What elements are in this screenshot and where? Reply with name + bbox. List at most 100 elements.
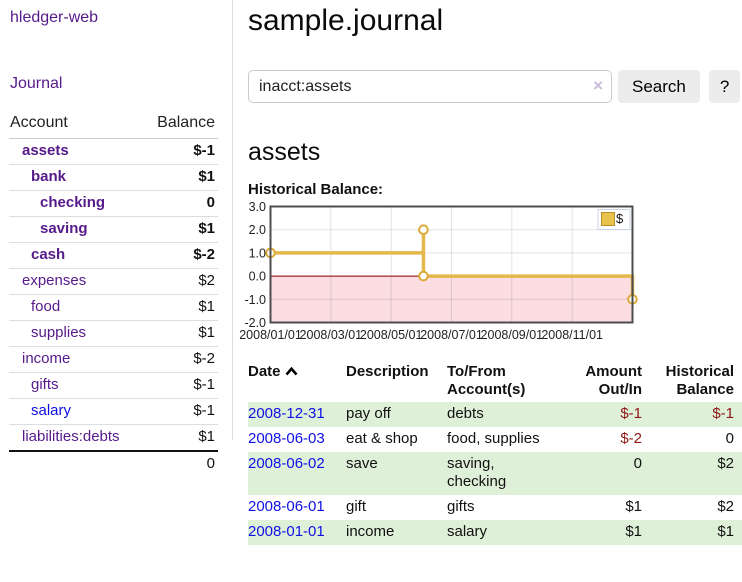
- account-row: expenses $2: [9, 268, 218, 295]
- main-content: sample.journal × Search ? assets Histori…: [239, 0, 742, 545]
- transaction-balance: 0: [725, 430, 734, 447]
- dollar-legend-swatch: [601, 212, 615, 226]
- transaction-balance: $1: [717, 523, 734, 540]
- column-header-accounts: To/From Account(s): [447, 363, 526, 398]
- account-row: assets $-1: [9, 138, 218, 165]
- transaction-row: 2008-06-01 gift gifts $1 $2: [248, 495, 742, 520]
- transaction-row: 2008-01-01 income salary $1 $1: [248, 520, 742, 545]
- account-row: food $1: [9, 294, 218, 321]
- account-row: income $-2: [9, 346, 218, 373]
- column-header-date-label: Date: [248, 363, 281, 380]
- accounts-total-row: 0: [9, 450, 218, 477]
- transaction-accounts: saving, checking: [447, 455, 507, 490]
- account-link-income[interactable]: income: [22, 350, 71, 367]
- transaction-balance: $2: [717, 498, 734, 515]
- chart-title: Historical Balance:: [248, 181, 384, 198]
- transaction-description: income: [346, 523, 395, 540]
- transaction-date-link[interactable]: 2008-01-01: [248, 523, 325, 540]
- accounts-header-balance: Balance: [143, 111, 218, 139]
- account-link-salary[interactable]: salary: [31, 402, 72, 419]
- transaction-accounts: gifts: [447, 498, 475, 515]
- transaction-description: save: [346, 455, 378, 472]
- transaction-amount: 0: [633, 455, 642, 472]
- account-balance: $1: [143, 424, 218, 451]
- y-tick-label: 3.0: [249, 200, 266, 214]
- account-balance: $-1: [143, 138, 218, 165]
- column-header-balance: Historical Balance: [665, 363, 734, 398]
- x-tick-label: 2008/05/01: [360, 328, 423, 342]
- account-row: bank $1: [9, 164, 218, 191]
- account-balance: 0: [143, 190, 218, 217]
- sidebar: hledger-web Journal Account Balance asse…: [0, 0, 233, 477]
- legend-label: $: [616, 211, 624, 226]
- transaction-amount: $-2: [620, 430, 642, 447]
- account-link-expenses[interactable]: expenses: [22, 272, 87, 289]
- x-tick-label: 2008/03/01: [300, 328, 363, 342]
- column-header-date[interactable]: Date: [248, 361, 346, 402]
- page-title: sample.journal: [248, 4, 444, 37]
- transaction-row: 2008-06-02 save saving, checking 0 $2: [248, 452, 742, 495]
- transaction-amount: $1: [625, 523, 642, 540]
- account-balance: $1: [143, 164, 218, 191]
- chart-svg: $3.0 2.0 1.0 0.0 -1.0 -2.02008/01/012008/03/0…: [239, 200, 638, 342]
- accounts-total-value: 0: [143, 450, 218, 477]
- account-heading: assets: [248, 138, 321, 166]
- transaction-date-link[interactable]: 2008-12-31: [248, 405, 325, 422]
- transaction-date-link[interactable]: 2008-06-02: [248, 455, 325, 472]
- transaction-accounts: debts: [447, 405, 484, 422]
- account-balance: $1: [143, 216, 218, 243]
- account-row: cash $-2: [9, 242, 218, 269]
- transaction-description: eat & shop: [346, 430, 418, 447]
- account-link-assets[interactable]: assets: [22, 142, 69, 159]
- account-link-gifts[interactable]: gifts: [31, 376, 59, 393]
- app-title-link[interactable]: hledger-web: [10, 9, 99, 26]
- y-tick-label: 2.0: [249, 223, 266, 237]
- transaction-row: 2008-06-03 eat & shop food, supplies $-2…: [248, 427, 742, 452]
- account-row: supplies $1: [9, 320, 218, 347]
- account-balance: $-1: [143, 372, 218, 399]
- transaction-accounts: food, supplies: [447, 430, 540, 447]
- account-link-checking[interactable]: checking: [40, 194, 106, 211]
- sort-asc-icon: [285, 363, 298, 381]
- accounts-table: Account Balance assets $-1 bank $1 check…: [9, 111, 218, 477]
- y-tick-label: -1.0: [244, 293, 266, 307]
- y-tick-label: 0.0: [249, 270, 266, 284]
- account-link-cash[interactable]: cash: [31, 246, 66, 263]
- transaction-row: 2008-12-31 pay off debts $-1 $-1: [248, 402, 742, 427]
- clear-search-icon[interactable]: ×: [593, 76, 603, 95]
- accounts-header-account: Account: [9, 111, 144, 139]
- search-input[interactable]: [248, 70, 612, 103]
- account-link-bank[interactable]: bank: [31, 168, 67, 185]
- account-row: salary $-1: [9, 398, 218, 425]
- transaction-description: gift: [346, 498, 367, 515]
- account-row: saving $1: [9, 216, 218, 243]
- account-row: gifts $-1: [9, 372, 218, 399]
- transaction-amount: $1: [625, 498, 642, 515]
- column-header-description: Description: [346, 363, 429, 380]
- account-balance: $2: [143, 268, 218, 295]
- account-link-supplies[interactable]: supplies: [31, 324, 87, 341]
- sidebar-item-journal[interactable]: Journal: [10, 75, 63, 92]
- transaction-accounts: salary: [447, 523, 488, 540]
- account-link-food[interactable]: food: [31, 298, 61, 315]
- account-balance: $-2: [143, 346, 218, 373]
- account-balance: $1: [143, 320, 218, 347]
- transaction-amount: $-1: [620, 405, 642, 422]
- transaction-date-link[interactable]: 2008-06-03: [248, 430, 325, 447]
- help-button[interactable]: ?: [708, 70, 741, 103]
- transaction-date-link[interactable]: 2008-06-01: [248, 498, 325, 515]
- transactions-table: Date Description To/From Account(s) Amou…: [248, 361, 742, 545]
- x-tick-label: 2008/01/01: [239, 328, 302, 342]
- account-balance: $-2: [143, 242, 218, 269]
- account-link-saving[interactable]: saving: [40, 220, 88, 237]
- account-link-liabilities-debts[interactable]: liabilities:debts: [22, 428, 120, 445]
- transaction-balance: $2: [717, 455, 734, 472]
- y-tick-label: 1.0: [249, 246, 266, 260]
- y-tick-label: -2.0: [244, 316, 266, 330]
- search-button[interactable]: Search: [618, 70, 700, 103]
- historical-balance-chart[interactable]: $3.0 2.0 1.0 0.0 -1.0 -2.0 2008/01/01 2008/03/0…: [239, 200, 645, 345]
- transaction-balance: $-1: [712, 405, 734, 422]
- account-row: checking 0: [9, 190, 218, 217]
- x-tick-label: 2008/07/01: [420, 328, 483, 342]
- x-tick-label: 2008/11/01: [541, 328, 603, 342]
